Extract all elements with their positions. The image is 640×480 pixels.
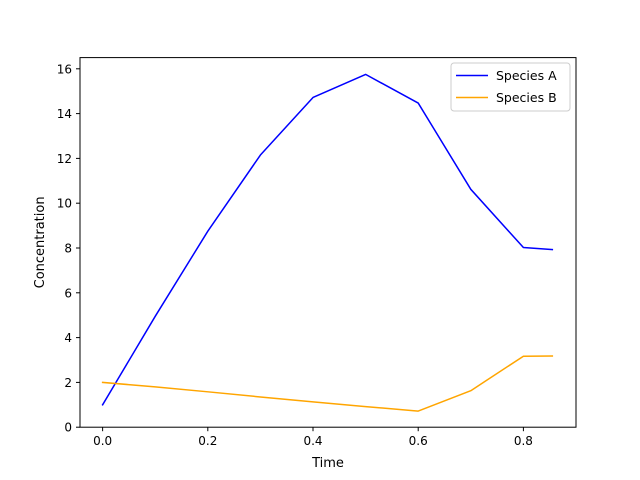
y-tick-label: 14 <box>57 107 72 121</box>
y-tick-label: 12 <box>57 152 72 166</box>
series-layer <box>101 73 554 412</box>
x-tick-label: 0.0 <box>93 434 112 448</box>
x-tick-label: 0.2 <box>198 434 217 448</box>
y-tick-label: 0 <box>64 421 72 435</box>
y-tick-label: 4 <box>64 331 72 345</box>
x-tick-label: 0.4 <box>303 434 322 448</box>
y-tick-label: 6 <box>64 286 72 300</box>
series-line-species-a <box>101 73 554 406</box>
y-tick-label: 16 <box>57 62 72 76</box>
series-line-species-b <box>101 355 554 412</box>
x-axis-label: Time <box>311 456 344 471</box>
y-tick-label: 10 <box>57 197 72 211</box>
x-tick-label: 0.8 <box>514 434 533 448</box>
y-axis-label: Concentration <box>33 196 48 288</box>
legend-label-species-a: Species A <box>496 68 557 83</box>
x-tick-label: 0.6 <box>409 434 428 448</box>
y-tick-label: 2 <box>64 376 72 390</box>
plot-frame <box>79 57 577 428</box>
y-axis: 0 2 4 6 8 10 12 14 16 <box>57 62 80 435</box>
x-axis: 0.0 0.2 0.4 0.6 0.8 <box>93 427 533 448</box>
legend: Species A Species B <box>450 62 571 112</box>
legend-label-species-b: Species B <box>496 90 557 105</box>
y-tick-label: 8 <box>64 242 72 256</box>
